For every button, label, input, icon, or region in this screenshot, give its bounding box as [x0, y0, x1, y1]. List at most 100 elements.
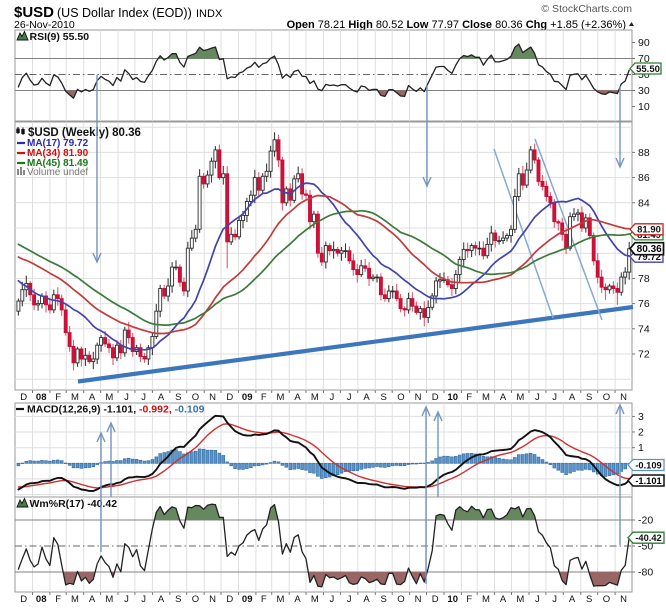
svg-text:09: 09 [242, 594, 253, 605]
svg-text:D: D [432, 392, 439, 403]
svg-text:S: S [381, 594, 387, 605]
svg-text:10: 10 [638, 101, 650, 113]
svg-text:84: 84 [638, 197, 650, 209]
svg-text:26-Nov-2010: 26-Nov-2010 [14, 19, 75, 31]
svg-text:F: F [55, 594, 61, 605]
svg-text:M: M [482, 594, 490, 605]
svg-text:J: J [347, 594, 352, 605]
svg-text:-80: -80 [638, 567, 653, 579]
svg-text:© StockCharts.com: © StockCharts.com [541, 3, 632, 15]
svg-text:J: J [552, 392, 557, 403]
svg-text:08: 08 [36, 392, 47, 403]
svg-text:-0.109: -0.109 [635, 460, 661, 470]
svg-text:S: S [586, 392, 592, 403]
svg-text:J: J [124, 594, 129, 605]
svg-text:74: 74 [638, 323, 650, 335]
svg-text:M: M [311, 392, 319, 403]
svg-text:M: M [105, 392, 113, 403]
svg-text:J: J [330, 392, 335, 403]
svg-text:M: M [311, 594, 319, 605]
svg-text:10: 10 [447, 392, 458, 403]
svg-text:90: 90 [638, 37, 650, 49]
svg-text:Open 78.21 High 80.52 Low 77.9: Open 78.21 High 80.52 Low 77.97 Close 80… [287, 19, 626, 31]
svg-text:A: A [89, 392, 96, 403]
svg-text:S: S [586, 594, 592, 605]
svg-text:M: M [71, 392, 79, 403]
svg-text:09: 09 [242, 392, 253, 403]
svg-text:J: J [535, 594, 540, 605]
svg-text:J: J [141, 594, 146, 605]
svg-text:08: 08 [36, 594, 47, 605]
svg-text:3: 3 [638, 411, 644, 423]
svg-text:M: M [516, 594, 524, 605]
svg-text:81.90: 81.90 [637, 225, 661, 236]
svg-text:J: J [552, 594, 557, 605]
svg-text:O: O [397, 594, 404, 605]
svg-text:J: J [124, 392, 129, 403]
svg-text:A: A [569, 594, 576, 605]
svg-text:D: D [20, 392, 27, 403]
svg-text:F: F [466, 392, 472, 403]
svg-text:A: A [363, 594, 370, 605]
svg-text:S: S [175, 392, 181, 403]
svg-text:88: 88 [638, 147, 650, 159]
svg-text:F: F [55, 392, 61, 403]
svg-text:-20: -20 [638, 515, 653, 527]
svg-text:J: J [330, 594, 335, 605]
svg-text:D: D [226, 594, 233, 605]
svg-text:A: A [158, 594, 165, 605]
svg-text:-1.101: -1.101 [635, 476, 661, 486]
svg-text:N: N [209, 594, 216, 605]
svg-text:A: A [500, 594, 507, 605]
svg-text:A: A [569, 392, 576, 403]
svg-text:M: M [276, 594, 284, 605]
svg-text:J: J [535, 392, 540, 403]
svg-text:76: 76 [638, 298, 650, 310]
svg-text:A: A [294, 392, 301, 403]
svg-text:A: A [158, 392, 165, 403]
svg-text:A: A [500, 392, 507, 403]
svg-text:N: N [415, 594, 422, 605]
svg-text:F: F [261, 392, 267, 403]
svg-text:RSI(9) 55.50: RSI(9) 55.50 [30, 31, 90, 43]
svg-text:MACD(12,26,9) -1.101, -0.992,: MACD(12,26,9) -1.101, -0.992, -0.109 [27, 404, 205, 416]
svg-text:M: M [516, 392, 524, 403]
svg-text:O: O [397, 392, 404, 403]
svg-text:30: 30 [638, 85, 650, 97]
svg-text:S: S [381, 392, 387, 403]
svg-text:M: M [105, 594, 113, 605]
svg-text:1: 1 [638, 442, 644, 454]
svg-text:55.50: 55.50 [636, 64, 660, 75]
svg-text:O: O [192, 392, 199, 403]
svg-text:Wm%R(17) -40.42: Wm%R(17) -40.42 [30, 498, 118, 510]
svg-text:Volume undef: Volume undef [27, 167, 88, 178]
svg-text:O: O [603, 392, 610, 403]
svg-text:N: N [620, 392, 627, 403]
svg-text:S: S [175, 594, 181, 605]
svg-text:N: N [415, 392, 422, 403]
svg-text:M: M [71, 594, 79, 605]
svg-text:J: J [347, 392, 352, 403]
svg-text:N: N [209, 392, 216, 403]
svg-text:D: D [20, 594, 27, 605]
svg-text:(US Dollar Index (EOD)): (US Dollar Index (EOD)) [57, 6, 192, 20]
svg-text:D: D [226, 392, 233, 403]
svg-text:F: F [466, 594, 472, 605]
svg-text:F: F [261, 594, 267, 605]
svg-text:INDX: INDX [196, 8, 223, 20]
svg-text:80.36: 80.36 [637, 244, 662, 255]
svg-text:78: 78 [638, 273, 650, 285]
svg-text:-40.42: -40.42 [635, 533, 661, 543]
svg-text:10: 10 [447, 594, 458, 605]
svg-text:J: J [141, 392, 146, 403]
svg-text:N: N [620, 594, 627, 605]
svg-text:A: A [363, 392, 370, 403]
svg-text:O: O [192, 594, 199, 605]
svg-text:72: 72 [638, 349, 650, 361]
svg-text:M: M [276, 392, 284, 403]
svg-text:A: A [89, 594, 96, 605]
svg-text:A: A [294, 594, 301, 605]
svg-text:86: 86 [638, 172, 650, 184]
svg-text:2: 2 [638, 427, 644, 439]
svg-text:M: M [482, 392, 490, 403]
